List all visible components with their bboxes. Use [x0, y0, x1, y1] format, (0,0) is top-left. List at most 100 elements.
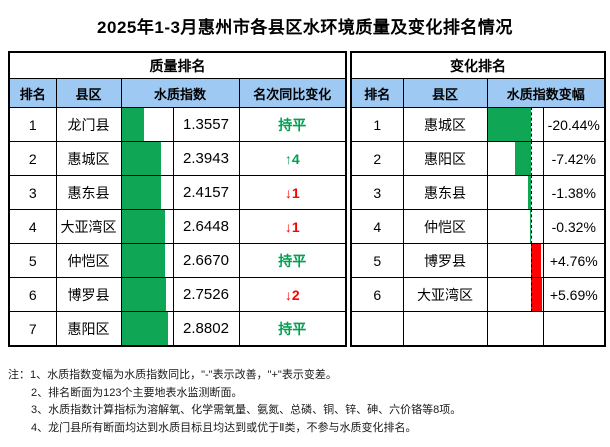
district-cell: 惠城区	[402, 107, 488, 142]
rank-cell: 5	[350, 243, 404, 278]
index-value-cell: 2.6670	[172, 243, 240, 278]
index-value-cell: 2.4157	[172, 175, 240, 210]
table-row: 6 大亚湾区 +5.69%	[350, 277, 606, 312]
quality-col-header-change: 名次同比变化	[238, 78, 347, 108]
rank-cell: 3	[350, 175, 404, 210]
index-bar-cell	[120, 311, 174, 347]
index-value-cell: 2.3943	[172, 141, 240, 176]
index-data-bar	[122, 278, 167, 311]
table-row: 2 惠阳区 -7.42%	[350, 141, 606, 176]
zero-axis-line	[530, 142, 532, 175]
rank-change-cell: ↓1	[238, 209, 347, 244]
change-col-header-district: 县区	[402, 78, 488, 108]
change-col-header-rank: 排名	[350, 78, 404, 108]
district-cell: 惠城区	[55, 141, 122, 176]
table-row: 3 惠东县 -1.38%	[350, 175, 606, 210]
rank-change-cell: 持平	[238, 311, 347, 347]
empty-cell	[486, 311, 544, 347]
quality-table-header-row: 排名 县区 水质指数 名次同比变化	[8, 78, 347, 108]
empty-cell	[542, 311, 606, 347]
delta-data-bar	[527, 176, 531, 209]
delta-data-bar	[529, 210, 531, 243]
quality-col-header-index: 水质指数	[120, 78, 240, 108]
district-cell: 惠阳区	[402, 141, 488, 176]
delta-bar-cell	[486, 141, 544, 176]
change-table-header-row: 排名 县区 水质指数变幅	[350, 78, 606, 108]
rank-cell: 2	[350, 141, 404, 176]
delta-data-bar	[530, 244, 541, 277]
delta-value-cell: +4.76%	[542, 243, 606, 278]
rank-cell: 7	[8, 311, 57, 347]
empty-cell	[402, 311, 488, 347]
table-row: 5 仲恺区 2.6670 持平	[8, 243, 347, 278]
index-bar-cell	[120, 277, 174, 312]
delta-bar-cell	[486, 277, 544, 312]
empty-table-row	[350, 311, 606, 347]
district-cell: 惠东县	[55, 175, 122, 210]
change-table-title-row: 变化排名	[350, 51, 606, 79]
table-row: 1 惠城区 -20.44%	[350, 107, 606, 142]
table-row: 6 博罗县 2.7526 ↓2	[8, 277, 347, 312]
change-ranking-table: 变化排名 排名 县区 水质指数变幅 1 惠城区 -20.44% 2 惠阳区 -7.42% 3…	[350, 51, 606, 347]
delta-data-bar	[530, 278, 542, 311]
district-cell: 博罗县	[55, 277, 122, 312]
index-data-bar	[122, 176, 161, 209]
change-table-body: 1 惠城区 -20.44% 2 惠阳区 -7.42% 3 惠东县 -1.38% 4 仲恺区 -0.32…	[350, 107, 606, 347]
delta-bar-cell	[486, 209, 544, 244]
delta-value-cell: -1.38%	[542, 175, 606, 210]
index-data-bar	[122, 142, 161, 175]
zero-axis-line	[530, 108, 532, 141]
index-value-cell: 2.7526	[172, 277, 240, 312]
table-row: 2 惠城区 2.3943 ↑4	[8, 141, 347, 176]
rank-change-cell: 持平	[238, 243, 347, 278]
table-row: 7 惠阳区 2.8802 持平	[8, 311, 347, 347]
zero-axis-line	[530, 176, 532, 209]
delta-bar-cell	[486, 175, 544, 210]
rank-cell: 4	[8, 209, 57, 244]
quality-table-title: 质量排名	[8, 51, 347, 79]
index-data-bar	[122, 108, 144, 141]
district-cell: 惠阳区	[55, 311, 122, 347]
rank-change-cell: 持平	[238, 107, 347, 142]
rank-cell: 5	[8, 243, 57, 278]
rank-cell: 4	[350, 209, 404, 244]
index-bar-cell	[120, 243, 174, 278]
note-line: 2、排名断面为123个主要地表水监测断面。	[31, 386, 243, 399]
index-value-cell: 2.6448	[172, 209, 240, 244]
index-value-cell: 2.8802	[172, 311, 240, 347]
note-line: 3、水质指数计算指标为溶解氧、化学需氧量、氨氮、总磷、铜、锌、砷、六价铬等8项。	[31, 404, 462, 416]
index-bar-cell	[120, 107, 174, 142]
district-cell: 龙门县	[55, 107, 122, 142]
rank-change-cell: ↓2	[238, 277, 347, 312]
change-col-header-delta: 水质指数变幅	[486, 78, 606, 108]
district-cell: 仲恺区	[55, 243, 122, 278]
note-line: 注：1、水质指数变幅为水质指数同比，"-"表示改善，"+"表示变差。	[8, 369, 337, 381]
index-bar-cell	[120, 141, 174, 176]
index-value-cell: 1.3557	[172, 107, 240, 142]
change-table-title: 变化排名	[350, 51, 606, 79]
quality-table-title-row: 质量排名	[8, 51, 347, 79]
zero-axis-line	[530, 210, 532, 243]
index-data-bar	[122, 210, 165, 243]
district-cell: 大亚湾区	[402, 277, 488, 312]
delta-bar-cell	[486, 243, 544, 278]
quality-table-body: 1 龙门县 1.3557 持平 2 惠城区 2.3943 ↑4 3 惠东县 2.4157 ↓1 4 大亚湾…	[8, 107, 347, 347]
table-row: 5 博罗县 +4.76%	[350, 243, 606, 278]
delta-data-bar	[488, 108, 531, 141]
rank-cell: 6	[350, 277, 404, 312]
table-row: 4 仲恺区 -0.32%	[350, 209, 606, 244]
rank-change-cell: ↑4	[238, 141, 347, 176]
district-cell: 大亚湾区	[55, 209, 122, 244]
note-line: 4、龙门县所有断面均达到水质目标且均达到或优于Ⅱ类，不参与水质变化排名。	[31, 421, 417, 434]
rank-cell: 2	[8, 141, 57, 176]
delta-bar-cell	[486, 107, 544, 142]
table-row: 1 龙门县 1.3557 持平	[8, 107, 347, 142]
rank-cell: 6	[8, 277, 57, 312]
index-bar-cell	[120, 175, 174, 210]
delta-value-cell: -7.42%	[542, 141, 606, 176]
rank-change-cell: ↓1	[238, 175, 347, 210]
index-bar-cell	[120, 209, 174, 244]
district-cell: 仲恺区	[402, 209, 488, 244]
delta-data-bar	[514, 142, 531, 175]
delta-value-cell: -20.44%	[542, 107, 606, 142]
